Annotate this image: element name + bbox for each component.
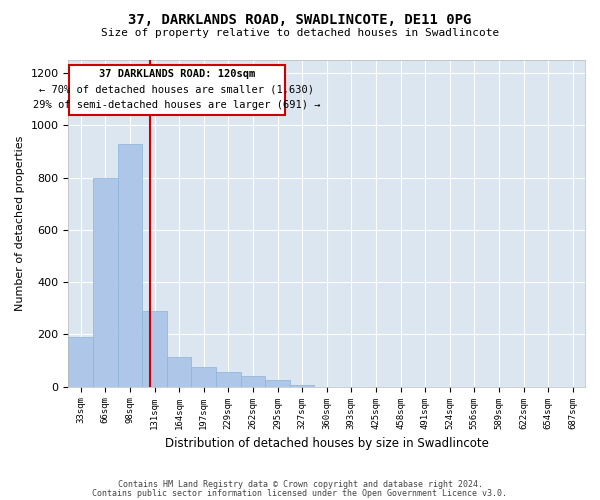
- Y-axis label: Number of detached properties: Number of detached properties: [15, 136, 25, 311]
- Bar: [265, 380, 290, 386]
- Text: Contains HM Land Registry data © Crown copyright and database right 2024.: Contains HM Land Registry data © Crown c…: [118, 480, 482, 489]
- Bar: [142, 311, 167, 386]
- Text: 37, DARKLANDS ROAD, SWADLINCOTE, DE11 0PG: 37, DARKLANDS ROAD, SWADLINCOTE, DE11 0P…: [128, 12, 472, 26]
- Bar: [93, 178, 118, 386]
- Bar: [68, 337, 93, 386]
- Text: Size of property relative to detached houses in Swadlincote: Size of property relative to detached ho…: [101, 28, 499, 38]
- X-axis label: Distribution of detached houses by size in Swadlincote: Distribution of detached houses by size …: [165, 437, 488, 450]
- Bar: [167, 356, 191, 386]
- Bar: [241, 376, 265, 386]
- Text: 37 DARKLANDS ROAD: 120sqm: 37 DARKLANDS ROAD: 120sqm: [99, 68, 255, 78]
- Bar: [216, 372, 241, 386]
- FancyBboxPatch shape: [69, 65, 285, 115]
- Text: 29% of semi-detached houses are larger (691) →: 29% of semi-detached houses are larger (…: [33, 100, 320, 110]
- Text: ← 70% of detached houses are smaller (1,630): ← 70% of detached houses are smaller (1,…: [40, 84, 314, 94]
- Bar: [191, 367, 216, 386]
- Text: Contains public sector information licensed under the Open Government Licence v3: Contains public sector information licen…: [92, 488, 508, 498]
- Bar: [118, 144, 142, 386]
